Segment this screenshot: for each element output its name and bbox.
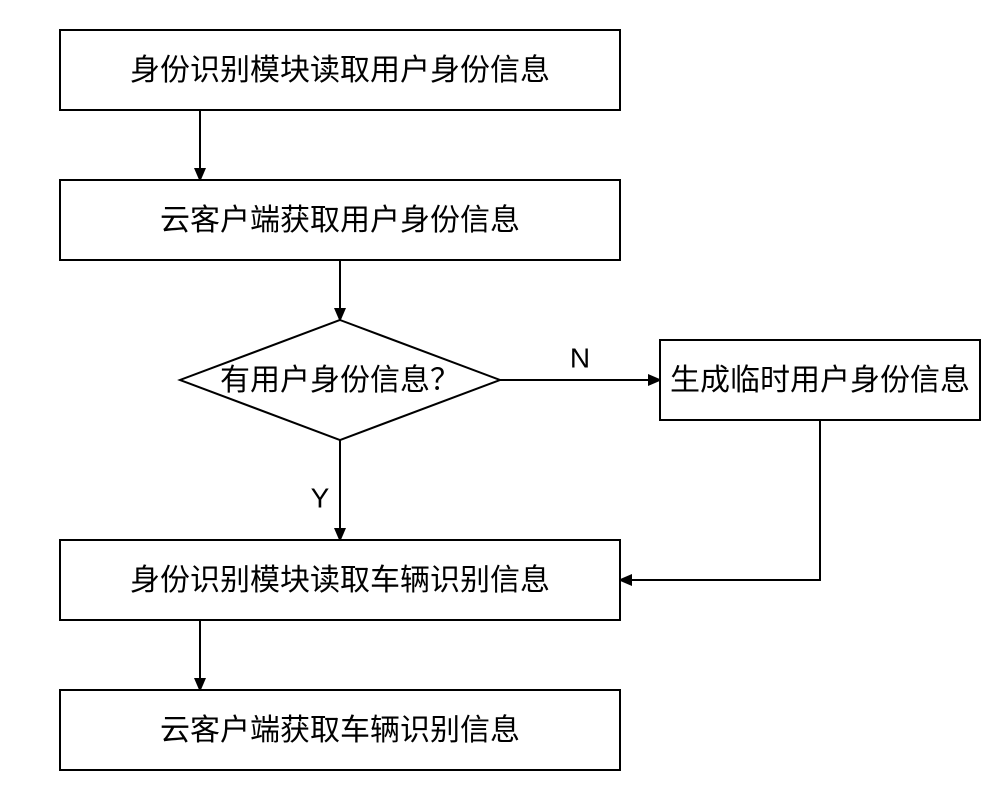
- node-n1: 身份识别模块读取用户身份信息: [60, 30, 620, 110]
- node-n5: 身份识别模块读取车辆识别信息: [60, 540, 620, 620]
- node-label: 有用户身份信息？: [220, 364, 460, 397]
- edge-label: Y: [311, 482, 330, 513]
- node-n2: 云客户端获取用户身份信息: [60, 180, 620, 260]
- edge-label: N: [570, 342, 590, 373]
- node-label: 身份识别模块读取用户身份信息: [130, 54, 550, 87]
- node-n3: 有用户身份信息？: [180, 320, 500, 440]
- node-label: 云客户端获取车辆识别信息: [160, 714, 520, 747]
- node-label: 身份识别模块读取车辆识别信息: [130, 564, 550, 597]
- node-n4: 生成临时用户身份信息: [660, 340, 980, 420]
- node-label: 生成临时用户身份信息: [670, 364, 970, 397]
- flowchart-canvas: 身份识别模块读取用户身份信息云客户端获取用户身份信息有用户身份信息？ 生成临时用户…: [0, 0, 1000, 800]
- nodes-layer: 身份识别模块读取用户身份信息云客户端获取用户身份信息有用户身份信息？ 生成临时用户…: [60, 30, 980, 770]
- edge-n4-n5: [620, 420, 820, 580]
- node-n6: 云客户端获取车辆识别信息: [60, 690, 620, 770]
- node-label: 云客户端获取用户身份信息: [160, 204, 520, 237]
